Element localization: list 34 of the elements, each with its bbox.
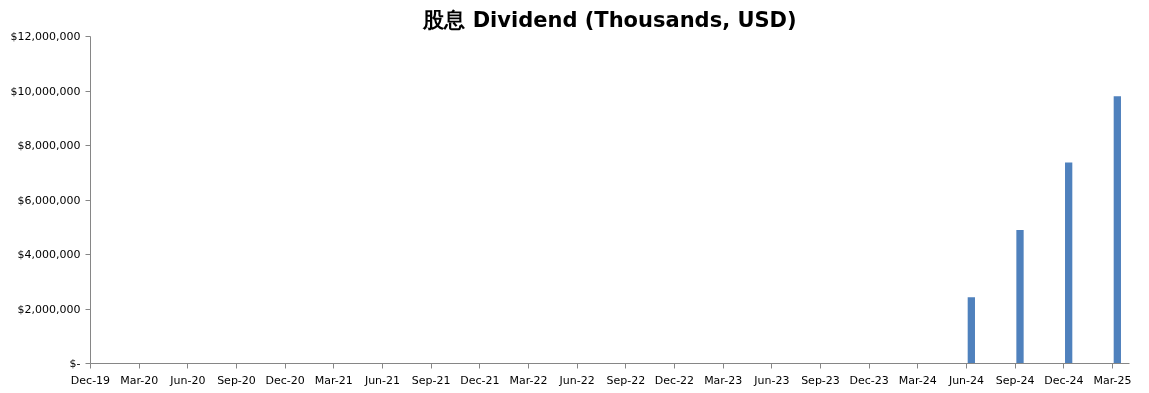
bar bbox=[1113, 96, 1121, 364]
x-tick-label: Jun-24 bbox=[947, 373, 985, 387]
x-tick-label: Mar-20 bbox=[120, 373, 159, 387]
x-tick-label: Mar-21 bbox=[314, 373, 353, 387]
x-tick-label: Dec-24 bbox=[1044, 373, 1084, 387]
x-tick-label: Mar-23 bbox=[704, 373, 743, 387]
chart-title: 股息 Dividend (Thousands, USD) bbox=[422, 7, 797, 32]
y-tick-label: $8,000,000 bbox=[17, 139, 81, 152]
x-tick-label: Jun-21 bbox=[363, 373, 401, 387]
x-tick-label: Jun-20 bbox=[169, 373, 206, 387]
bar bbox=[967, 297, 975, 364]
x-tick-label: Jun-23 bbox=[753, 373, 790, 387]
x-tick-label: Dec-21 bbox=[460, 373, 500, 387]
y-tick-label: $2,000,000 bbox=[17, 302, 81, 316]
x-tick-label: Dec-23 bbox=[849, 373, 889, 387]
x-tick-label: Sep-23 bbox=[801, 373, 840, 387]
x-tick-label: Sep-22 bbox=[606, 373, 646, 387]
x-tick-label: Jun-22 bbox=[558, 373, 595, 387]
x-tick-label: Sep-24 bbox=[995, 373, 1035, 387]
bar bbox=[1065, 162, 1073, 364]
bar bbox=[1016, 229, 1024, 364]
x-tick-label: Mar-25 bbox=[1093, 373, 1132, 387]
y-tick-label: $10,000,000 bbox=[10, 84, 81, 98]
x-tick-label: Dec-20 bbox=[265, 373, 305, 387]
x-tick-label: Mar-24 bbox=[898, 373, 937, 387]
y-tick-label: $4,000,000 bbox=[17, 248, 81, 261]
y-tick-label: $- bbox=[69, 357, 81, 370]
x-tick-label: Sep-20 bbox=[217, 373, 256, 387]
x-tick-label: Dec-19 bbox=[70, 373, 111, 387]
y-tick-label: $6,000,000 bbox=[17, 193, 81, 207]
x-tick-label: Sep-21 bbox=[411, 373, 451, 387]
y-tick-label: $12,000,000 bbox=[10, 30, 81, 43]
x-tick-label: Dec-22 bbox=[654, 373, 695, 387]
x-tick-label: Mar-22 bbox=[509, 373, 548, 387]
